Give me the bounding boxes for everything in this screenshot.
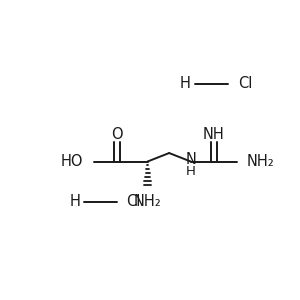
Text: Cl: Cl	[126, 194, 140, 209]
Text: H: H	[70, 194, 81, 209]
Text: O: O	[111, 127, 123, 142]
Text: HO: HO	[60, 154, 83, 169]
Text: H: H	[180, 76, 191, 91]
Text: Cl: Cl	[238, 76, 252, 91]
Text: NH₂: NH₂	[246, 154, 274, 169]
Text: NH: NH	[203, 127, 225, 142]
Text: H: H	[186, 165, 196, 178]
Text: N: N	[185, 152, 196, 167]
Text: NH₂: NH₂	[134, 194, 161, 209]
